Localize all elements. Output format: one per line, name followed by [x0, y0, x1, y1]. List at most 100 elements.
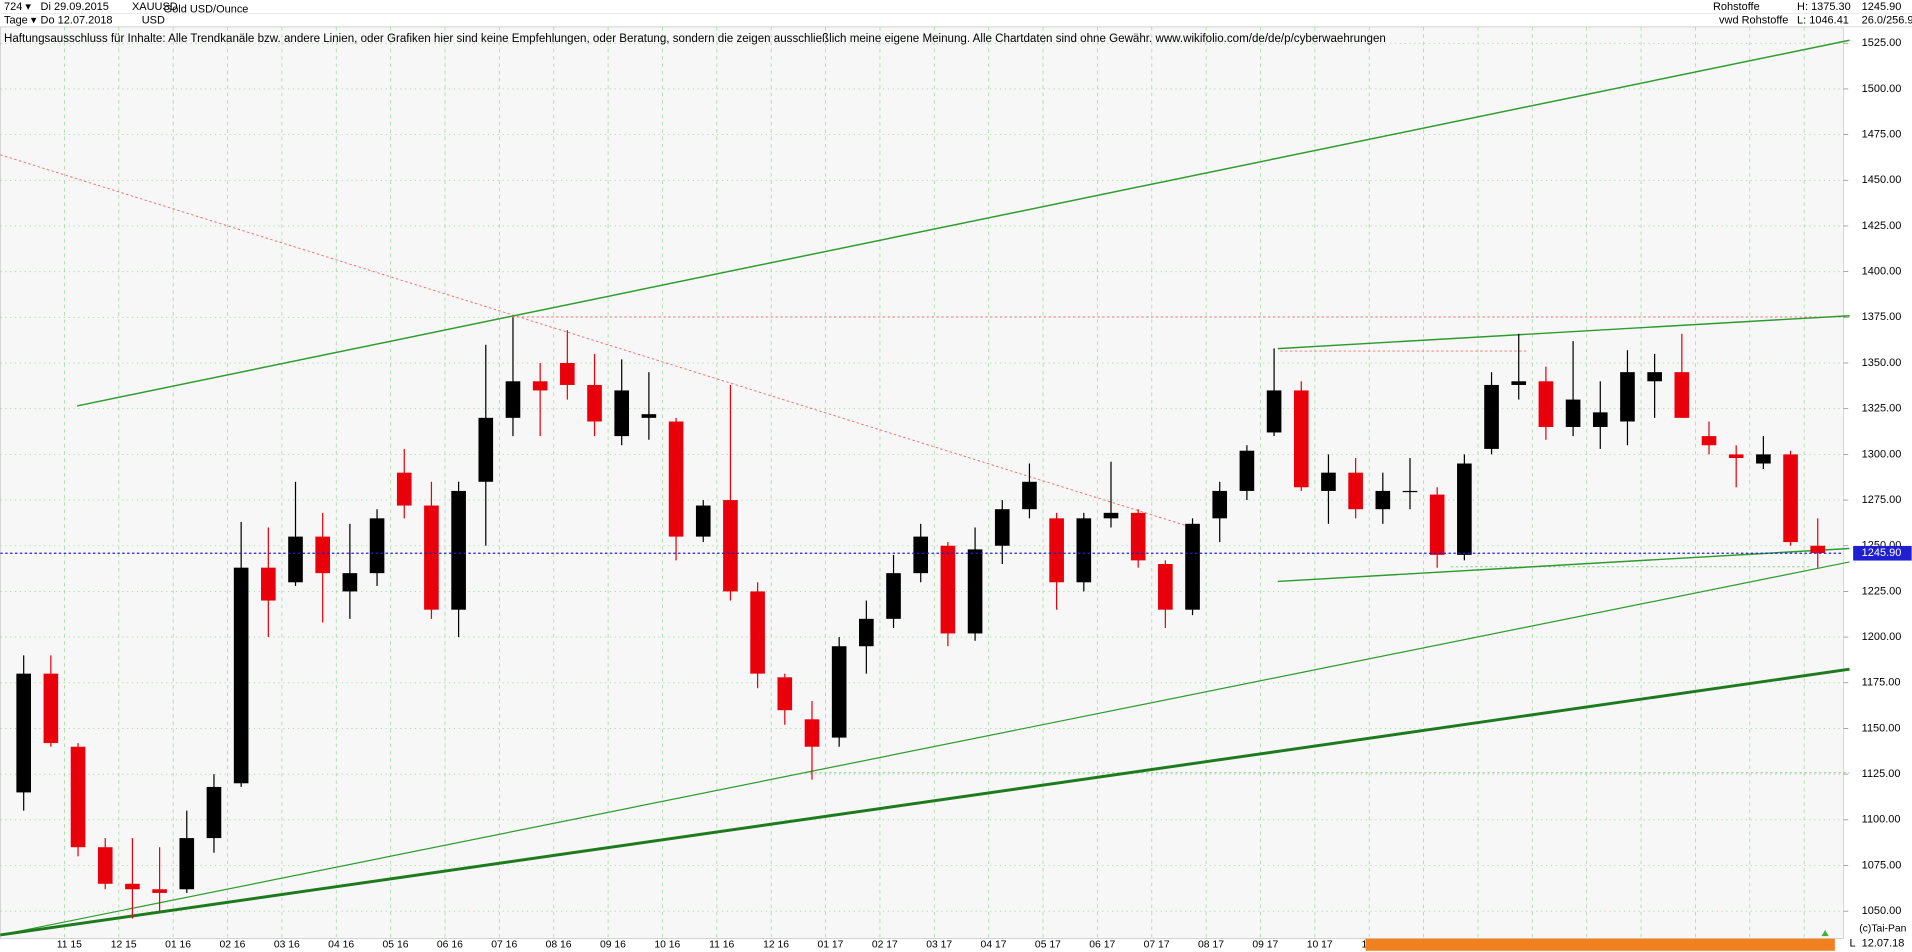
currency: USD [142, 15, 165, 27]
candle-body [1647, 372, 1662, 382]
candle-body [1538, 381, 1554, 427]
scale: 26.0/256.9 [1862, 15, 1912, 27]
candle-body [1321, 472, 1336, 491]
y-tick-label: 1325.00 [1862, 403, 1902, 415]
candle-body [206, 786, 222, 839]
trend-lines [0, 39, 1850, 937]
candle-body [396, 472, 412, 506]
y-tick-label: 1375.00 [1862, 311, 1902, 323]
y-tick-label: 1425.00 [1862, 220, 1902, 232]
x-tick-label: 06 16 [437, 939, 463, 950]
candle-body [1076, 518, 1092, 583]
x-tick-label: 08 16 [546, 939, 572, 950]
candle-body [1130, 512, 1146, 561]
candle-body [261, 567, 276, 601]
candle-body [16, 673, 31, 793]
trend-line [76, 39, 1850, 407]
x-tick-label: 10 17 [1307, 939, 1333, 950]
candle-body [152, 889, 167, 893]
candle-body [1293, 390, 1309, 488]
y-tick-label: 1075.00 [1862, 859, 1902, 871]
trend-line [0, 561, 1850, 936]
candle-body [1674, 372, 1690, 418]
symbol: XAUUSD [132, 1, 178, 13]
candle-body [1239, 450, 1255, 491]
y-tick-label: 1150.00 [1862, 722, 1901, 734]
marker [1821, 930, 1829, 937]
candle-body [1022, 481, 1037, 510]
candle-body [288, 536, 303, 583]
candle-body [1049, 518, 1064, 583]
x-tick-label: 09 17 [1252, 939, 1278, 950]
y-tick-label: 1350.00 [1862, 357, 1902, 369]
candle-body [859, 618, 874, 647]
x-tick-label: 02 16 [219, 939, 245, 950]
copyright: (c)Tai-Pan [1859, 924, 1906, 935]
group: Rohstoffe [1713, 1, 1760, 13]
y-tick-label: 1500.00 [1862, 83, 1902, 95]
trend-line [0, 667, 1850, 937]
period: 724 ▾ [4, 1, 31, 13]
footer-date: 12.07.18 [1862, 937, 1905, 949]
candle-body [994, 509, 1010, 546]
candle-body [342, 573, 358, 592]
y-tick-label: 1275.00 [1862, 494, 1902, 506]
x-tick-label: 12 15 [111, 939, 137, 950]
candle-body [804, 719, 820, 747]
candle-body [1592, 412, 1608, 427]
candle-body [668, 421, 684, 537]
candle-body [424, 505, 439, 610]
candle-body [777, 677, 793, 711]
candle-body [1457, 463, 1472, 555]
x-tick-label: 01 16 [165, 939, 191, 950]
footer-mode: L [1849, 937, 1855, 949]
trend-line [1277, 547, 1850, 583]
candle-body [614, 390, 630, 437]
candle-body [723, 500, 738, 592]
candle-body [1728, 454, 1744, 459]
candle-body [1429, 494, 1445, 555]
y-tick-label: 1050.00 [1862, 905, 1902, 917]
y-tick-label: 1175.00 [1862, 677, 1901, 689]
candle-body [940, 545, 956, 634]
start-date: Di 29.09.2015 [41, 1, 109, 13]
candle-body [886, 573, 901, 619]
y-tick-label: 1125.00 [1862, 768, 1901, 780]
candle-body [1158, 564, 1173, 610]
candle-body [125, 883, 140, 890]
candle-body [179, 838, 195, 890]
candle-body [1375, 490, 1391, 510]
x-tick-label: 03 16 [274, 939, 300, 950]
candle-body [1484, 384, 1499, 449]
x-tick-label: 07 16 [491, 939, 517, 950]
x-tick-label: 05 17 [1035, 939, 1061, 950]
x-tick-label: 04 16 [328, 939, 354, 950]
candles [16, 317, 1826, 919]
instrument: Gold USD/Ounce [164, 4, 249, 16]
candle-body [1756, 454, 1771, 464]
candle-body [97, 847, 113, 884]
candle-body [369, 518, 385, 574]
candle-body [1511, 381, 1527, 385]
y-tick-label: 1450.00 [1862, 174, 1902, 186]
candle-body [967, 549, 983, 634]
candle-body [1783, 454, 1798, 543]
candle-body [315, 536, 331, 574]
period-bar [1365, 938, 1835, 951]
grid [0, 26, 1844, 939]
plot-area [0, 26, 1844, 939]
x-tick-label: 07 17 [1144, 939, 1170, 950]
candle-body [1402, 490, 1418, 493]
candle-body [913, 536, 929, 574]
candle-body [532, 381, 548, 391]
high: H: 1375.30 [1797, 1, 1851, 13]
y-tick-label: 1525.00 [1862, 37, 1902, 49]
candle-body [1701, 436, 1717, 446]
x-tick-label: 11 15 [57, 939, 82, 950]
candle-body [641, 414, 657, 418]
trend-line [0, 154, 1202, 531]
source: vwd Rohstoffe [1719, 15, 1788, 27]
y-tick-label: 1475.00 [1862, 129, 1902, 141]
x-tick-label: 12 16 [763, 939, 789, 950]
end-date: Do 12.07.2018 [41, 15, 113, 27]
